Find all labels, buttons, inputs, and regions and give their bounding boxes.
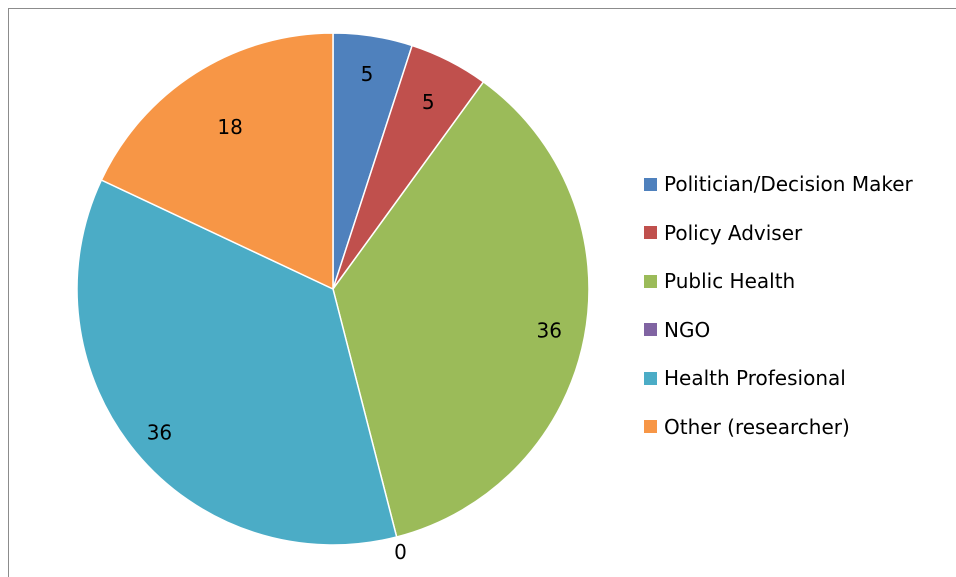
pie-slice-health-profesional xyxy=(76,179,398,546)
legend-item-health-profesional: Health Profesional xyxy=(644,354,913,403)
legend-label: Public Health xyxy=(664,269,796,294)
legend-label: Health Profesional xyxy=(664,366,846,391)
legend-swatch-policy-adviser xyxy=(644,226,657,240)
legend-item-policy-adviser: Policy Adviser xyxy=(644,209,913,258)
legend-item-politician-decision-maker: Politician/Decision Maker xyxy=(644,160,913,209)
legend-swatch-health-profesional xyxy=(644,371,657,385)
data-label-other-researcher: 18 xyxy=(217,115,242,139)
data-label-public-health: 36 xyxy=(537,318,562,342)
legend-swatch-politician-decision-maker xyxy=(644,177,657,191)
pie-slice-other-researcher xyxy=(100,32,334,291)
legend-swatch-public-health xyxy=(644,274,657,288)
pie-slices xyxy=(76,32,590,546)
legend: Politician/Decision Maker Policy Adviser P… xyxy=(644,160,913,451)
legend-label: NGO xyxy=(664,317,711,342)
data-label-policy-adviser: 5 xyxy=(422,90,435,114)
legend-swatch-ngo xyxy=(644,323,657,337)
data-label-politician-decision-maker: 5 xyxy=(361,62,374,86)
data-label-ngo: 0 xyxy=(394,540,407,564)
data-label-health-profesional: 36 xyxy=(147,421,172,445)
legend-label: Other (researcher) xyxy=(664,414,850,439)
data-labels: 5 5 36 0 36 18 xyxy=(147,62,562,564)
legend-item-other-researcher: Other (researcher) xyxy=(644,403,913,452)
legend-swatch-other-researcher xyxy=(644,420,657,434)
legend-item-ngo: NGO xyxy=(644,306,913,355)
pie-slice-public-health xyxy=(332,80,590,538)
legend-item-public-health: Public Health xyxy=(644,257,913,306)
legend-label: Policy Adviser xyxy=(664,220,803,245)
legend-label: Politician/Decision Maker xyxy=(664,172,913,197)
